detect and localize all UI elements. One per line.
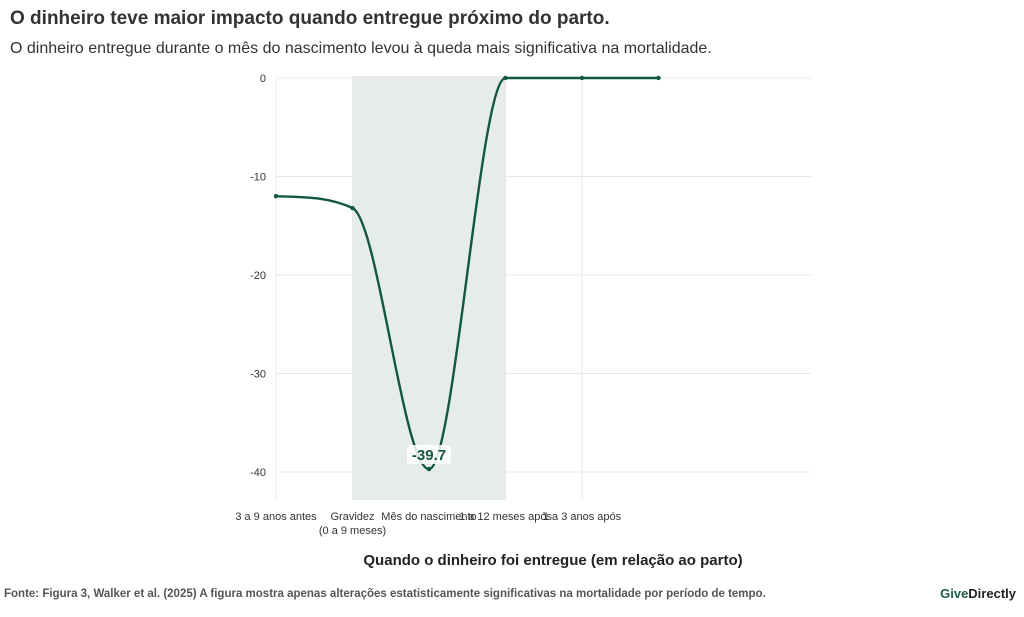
brand-logo-part1: Give xyxy=(940,586,969,601)
x-tick-label: 3 a 9 anos antes xyxy=(235,511,317,523)
y-tick-label: -10 xyxy=(250,172,266,184)
x-tick-label: 1 a 3 anos após xyxy=(543,511,622,523)
data-point xyxy=(426,466,432,472)
y-tick-label: -40 xyxy=(250,467,266,479)
x-axis-title: Quando o dinheiro foi entregue (em relaç… xyxy=(363,552,742,569)
series-line xyxy=(275,76,659,471)
x-tick-label: Gravidez (0 a 9 meses) xyxy=(319,511,386,537)
brand-logo: GiveDirectly xyxy=(940,586,1016,601)
source-footnote: Fonte: Figura 3, Walker et al. (2025) A … xyxy=(4,588,766,600)
chart-subtitle: O dinheiro entregue durante o mês do nas… xyxy=(10,40,712,57)
data-point xyxy=(273,194,279,199)
data-point xyxy=(503,75,508,81)
data-point xyxy=(579,75,585,81)
data-label-bg xyxy=(407,445,451,465)
y-tick-label: -20 xyxy=(250,270,266,282)
data-label: -39.7 xyxy=(412,447,446,464)
y-tick-label: -30 xyxy=(250,369,266,381)
data-point xyxy=(656,75,661,81)
y-tick-label: 0 xyxy=(260,73,266,85)
chart-title: O dinheiro teve maior impacto quando ent… xyxy=(10,8,610,29)
x-tick-label: 1 a 12 meses após xyxy=(459,511,552,523)
x-tick-label: Mês do nascimento xyxy=(381,511,476,523)
data-point xyxy=(350,205,355,211)
brand-logo-part2: Directly xyxy=(968,586,1016,601)
